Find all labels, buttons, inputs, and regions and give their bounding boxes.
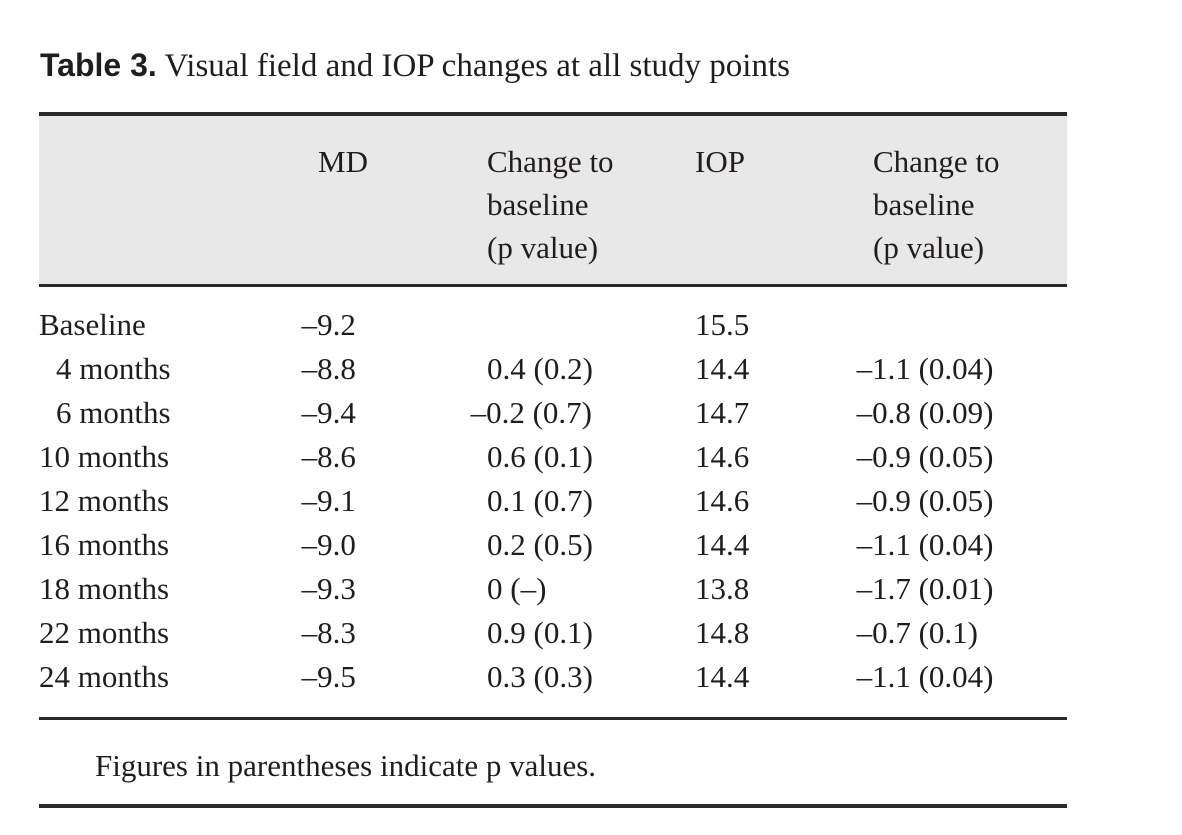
md-change-value: 0.4 (0.2) bbox=[487, 351, 593, 386]
table-body: Baseline –9.2 15.5 4 months –8.8 0.4 (0.… bbox=[39, 287, 1067, 720]
table-row: 24 months –9.5 0.3 (0.3) 14.4 –1.1 (0.04… bbox=[39, 655, 1067, 699]
iop-change-value: –0.7 (0.1) bbox=[856, 615, 978, 650]
iop-value: 13.8 bbox=[695, 571, 750, 606]
md-value: –9.3 bbox=[301, 571, 356, 606]
md-value: –8.6 bbox=[301, 439, 356, 474]
column-header-empty bbox=[39, 140, 318, 269]
iop-change-value bbox=[873, 303, 1067, 347]
iop-change-value: –0.9 (0.05) bbox=[856, 483, 994, 518]
md-change-value: 0.6 (0.1) bbox=[487, 439, 593, 474]
table-row: 22 months –8.3 0.9 (0.1) 14.8 –0.7 (0.1) bbox=[39, 611, 1067, 655]
row-label: 24 months bbox=[39, 659, 170, 694]
row-label: 16 months bbox=[39, 527, 170, 562]
md-value: –8.3 bbox=[301, 615, 356, 650]
row-label: 18 months bbox=[39, 571, 170, 606]
table-row: Baseline –9.2 15.5 bbox=[39, 303, 1067, 347]
column-header-md: MD bbox=[318, 140, 487, 269]
row-label: 10 months bbox=[39, 439, 170, 474]
header-line: (p value) bbox=[873, 230, 985, 265]
iop-change-value: –1.1 (0.04) bbox=[856, 659, 994, 694]
iop-value: 14.6 bbox=[695, 483, 750, 518]
iop-value: 15.5 bbox=[695, 307, 750, 342]
header-line: MD bbox=[318, 144, 368, 179]
iop-change-value: –0.8 (0.09) bbox=[856, 395, 994, 430]
table-row: 4 months –8.8 0.4 (0.2) 14.4 –1.1 (0.04) bbox=[39, 347, 1067, 391]
table-footnote: Figures in parentheses indicate p values… bbox=[39, 720, 1067, 808]
iop-change-value: –1.1 (0.04) bbox=[856, 351, 994, 386]
table-row: 6 months –9.4 –0.2 (0.7) 14.7 –0.8 (0.09… bbox=[39, 391, 1067, 435]
iop-change-value: –0.9 (0.05) bbox=[856, 439, 994, 474]
header-line: Change to bbox=[873, 144, 1000, 179]
table-row: 18 months –9.3 0 (–) 13.8 –1.7 (0.01) bbox=[39, 567, 1067, 611]
header-line: baseline bbox=[487, 187, 589, 222]
table-row: 10 months –8.6 0.6 (0.1) 14.6 –0.9 (0.05… bbox=[39, 435, 1067, 479]
table-number-label: Table 3. bbox=[40, 47, 157, 83]
row-label: 12 months bbox=[39, 483, 170, 518]
md-change-value: 0.3 (0.3) bbox=[487, 659, 593, 694]
md-change-value: 0.1 (0.7) bbox=[487, 483, 593, 518]
md-change-value: 0 (–) bbox=[487, 571, 547, 606]
iop-value: 14.6 bbox=[695, 439, 750, 474]
table-title: Table 3. Visual field and IOP changes at… bbox=[40, 44, 790, 87]
header-line: Change to bbox=[487, 144, 614, 179]
row-label: 22 months bbox=[39, 615, 170, 650]
md-value: –9.4 bbox=[301, 395, 356, 430]
md-change-value: –0.2 (0.7) bbox=[470, 395, 592, 430]
row-label: 6 months bbox=[56, 395, 171, 430]
md-value: –8.8 bbox=[301, 351, 356, 386]
table-row: 12 months –9.1 0.1 (0.7) 14.6 –0.9 (0.05… bbox=[39, 479, 1067, 523]
iop-value: 14.4 bbox=[695, 351, 750, 386]
data-table: MD Change to baseline (p value) IOP Chan… bbox=[39, 112, 1067, 808]
md-change-value: 0.9 (0.1) bbox=[487, 615, 593, 650]
table-header-row: MD Change to baseline (p value) IOP Chan… bbox=[39, 112, 1067, 287]
column-header-iop-change: Change to baseline (p value) bbox=[873, 140, 1067, 269]
header-line: IOP bbox=[695, 144, 745, 179]
row-label: Baseline bbox=[39, 307, 146, 342]
md-change-value bbox=[487, 303, 695, 347]
header-line: baseline bbox=[873, 187, 975, 222]
iop-value: 14.4 bbox=[695, 659, 750, 694]
iop-value: 14.7 bbox=[695, 395, 750, 430]
md-value: –9.0 bbox=[301, 527, 356, 562]
md-change-value: 0.2 (0.5) bbox=[487, 527, 593, 562]
column-header-iop: IOP bbox=[695, 140, 873, 269]
md-value: –9.1 bbox=[301, 483, 356, 518]
header-line: (p value) bbox=[487, 230, 599, 265]
column-header-md-change: Change to baseline (p value) bbox=[487, 140, 695, 269]
iop-value: 14.4 bbox=[695, 527, 750, 562]
row-label: 4 months bbox=[56, 351, 171, 386]
table-title-text: Visual field and IOP changes at all stud… bbox=[164, 48, 790, 84]
table-row: 16 months –9.0 0.2 (0.5) 14.4 –1.1 (0.04… bbox=[39, 523, 1067, 567]
md-value: –9.2 bbox=[301, 307, 356, 342]
md-value: –9.5 bbox=[301, 659, 356, 694]
iop-change-value: –1.7 (0.01) bbox=[856, 571, 994, 606]
iop-change-value: –1.1 (0.04) bbox=[856, 527, 994, 562]
iop-value: 14.8 bbox=[695, 615, 750, 650]
